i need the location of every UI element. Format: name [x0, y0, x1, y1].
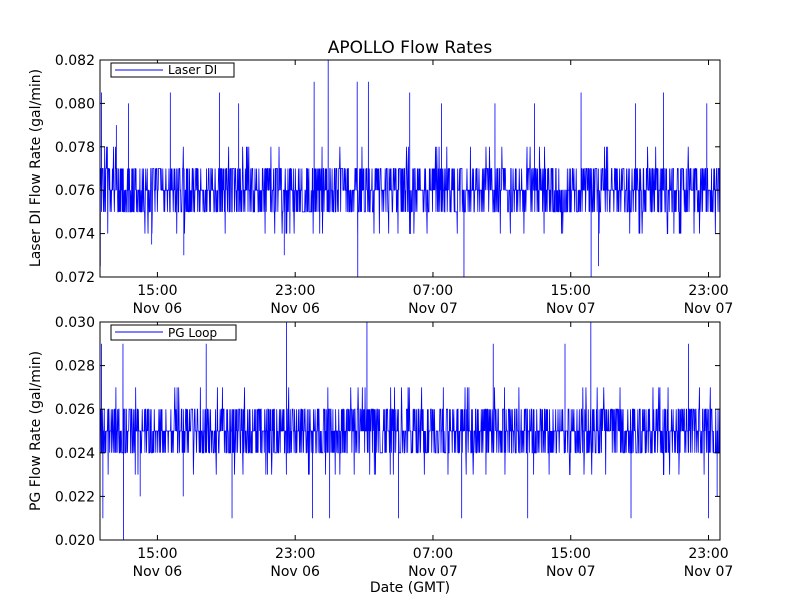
laser-di-x-tick-date: Nov 07 [684, 301, 734, 317]
pg-loop-y-tick-label: 0.030 [55, 315, 95, 331]
laser-di-x-tick-time: 07:00 [413, 283, 453, 299]
pg-loop-y-tick-label: 0.024 [55, 446, 95, 462]
pg-loop-x-ticks: 15:00 Nov 06 23:00 Nov 06 07:00 Nov 07 15:00 No… [133, 322, 734, 580]
pg-loop-y-ticks: 0.020 0.022 0.024 0.026 0.028 0.030 [55, 315, 720, 549]
laser-di-legend-label: Laser DI [168, 63, 217, 77]
pg-loop-plot-area [99, 321, 721, 541]
pg-loop-y-tick-label: 0.022 [55, 489, 95, 505]
laser-di-x-tick-date: Nov 07 [546, 301, 596, 317]
pg-loop-x-tick-time: 15:00 [551, 546, 591, 562]
laser-di-y-tick-label: 0.072 [55, 270, 95, 286]
pg-loop-y-tick-label: 0.028 [55, 359, 95, 375]
pg-loop-series-line [99, 321, 721, 541]
pg-loop-panel: 0.020 0.022 0.024 0.026 0.028 0.030 15:00 Nov … [28, 315, 733, 580]
laser-di-plot-area [99, 59, 721, 278]
x-axis-label: Date (GMT) [370, 580, 450, 596]
pg-loop-y-axis-label: PG Flow Rate (gal/min) [28, 351, 44, 511]
laser-di-x-tick-date: Nov 07 [408, 301, 458, 317]
pg-loop-x-tick-date: Nov 07 [546, 564, 596, 580]
laser-di-y-tick-label: 0.076 [55, 183, 95, 199]
laser-di-x-tick-time: 23:00 [688, 283, 728, 299]
laser-di-legend-box [110, 62, 235, 78]
laser-di-x-tick-time: 15:00 [137, 283, 177, 299]
laser-di-x-tick-time: 23:00 [275, 283, 315, 299]
pg-loop-x-tick-date: Nov 06 [270, 564, 320, 580]
pg-loop-y-tick-label: 0.020 [55, 533, 95, 549]
laser-di-x-ticks: 15:00 Nov 06 23:00 Nov 06 07:00 Nov 07 15:00 No… [133, 60, 734, 317]
pg-loop-axes-frame [99, 321, 721, 541]
laser-di-y-ticks: 0.072 0.074 0.076 0.078 0.080 0.082 [55, 53, 720, 286]
laser-di-x-tick-date: Nov 06 [270, 301, 320, 317]
laser-di-y-tick-label: 0.074 [55, 227, 95, 243]
laser-di-legend: Laser DI [110, 62, 235, 78]
pg-loop-x-tick-date: Nov 07 [684, 564, 734, 580]
laser-di-axes-frame [99, 59, 721, 278]
pg-loop-x-tick-time: 07:00 [413, 546, 453, 562]
figure-title: APOLLO Flow Rates [328, 38, 493, 58]
laser-di-y-tick-label: 0.078 [55, 140, 95, 156]
pg-loop-legend-label: PG Loop [168, 326, 217, 340]
pg-loop-x-tick-date: Nov 06 [133, 564, 183, 580]
laser-di-series-line [99, 59, 721, 278]
laser-di-y-tick-label: 0.080 [55, 96, 95, 112]
pg-loop-x-tick-time: 15:00 [137, 546, 177, 562]
pg-loop-x-tick-date: Nov 07 [408, 564, 458, 580]
pg-loop-x-tick-time: 23:00 [275, 546, 315, 562]
laser-di-panel: 0.072 0.074 0.076 0.078 0.080 0.082 15:00 Nov … [28, 53, 733, 317]
laser-di-y-tick-label: 0.082 [55, 53, 95, 69]
pg-loop-y-tick-label: 0.026 [55, 402, 95, 418]
pg-loop-x-tick-time: 23:00 [688, 546, 728, 562]
laser-di-x-tick-date: Nov 06 [133, 301, 183, 317]
laser-di-x-tick-time: 15:00 [551, 283, 591, 299]
pg-loop-legend-box [110, 324, 237, 341]
laser-di-y-axis-label: Laser DI Flow Rate (gal/min) [28, 69, 44, 267]
pg-loop-legend: PG Loop [110, 324, 237, 341]
